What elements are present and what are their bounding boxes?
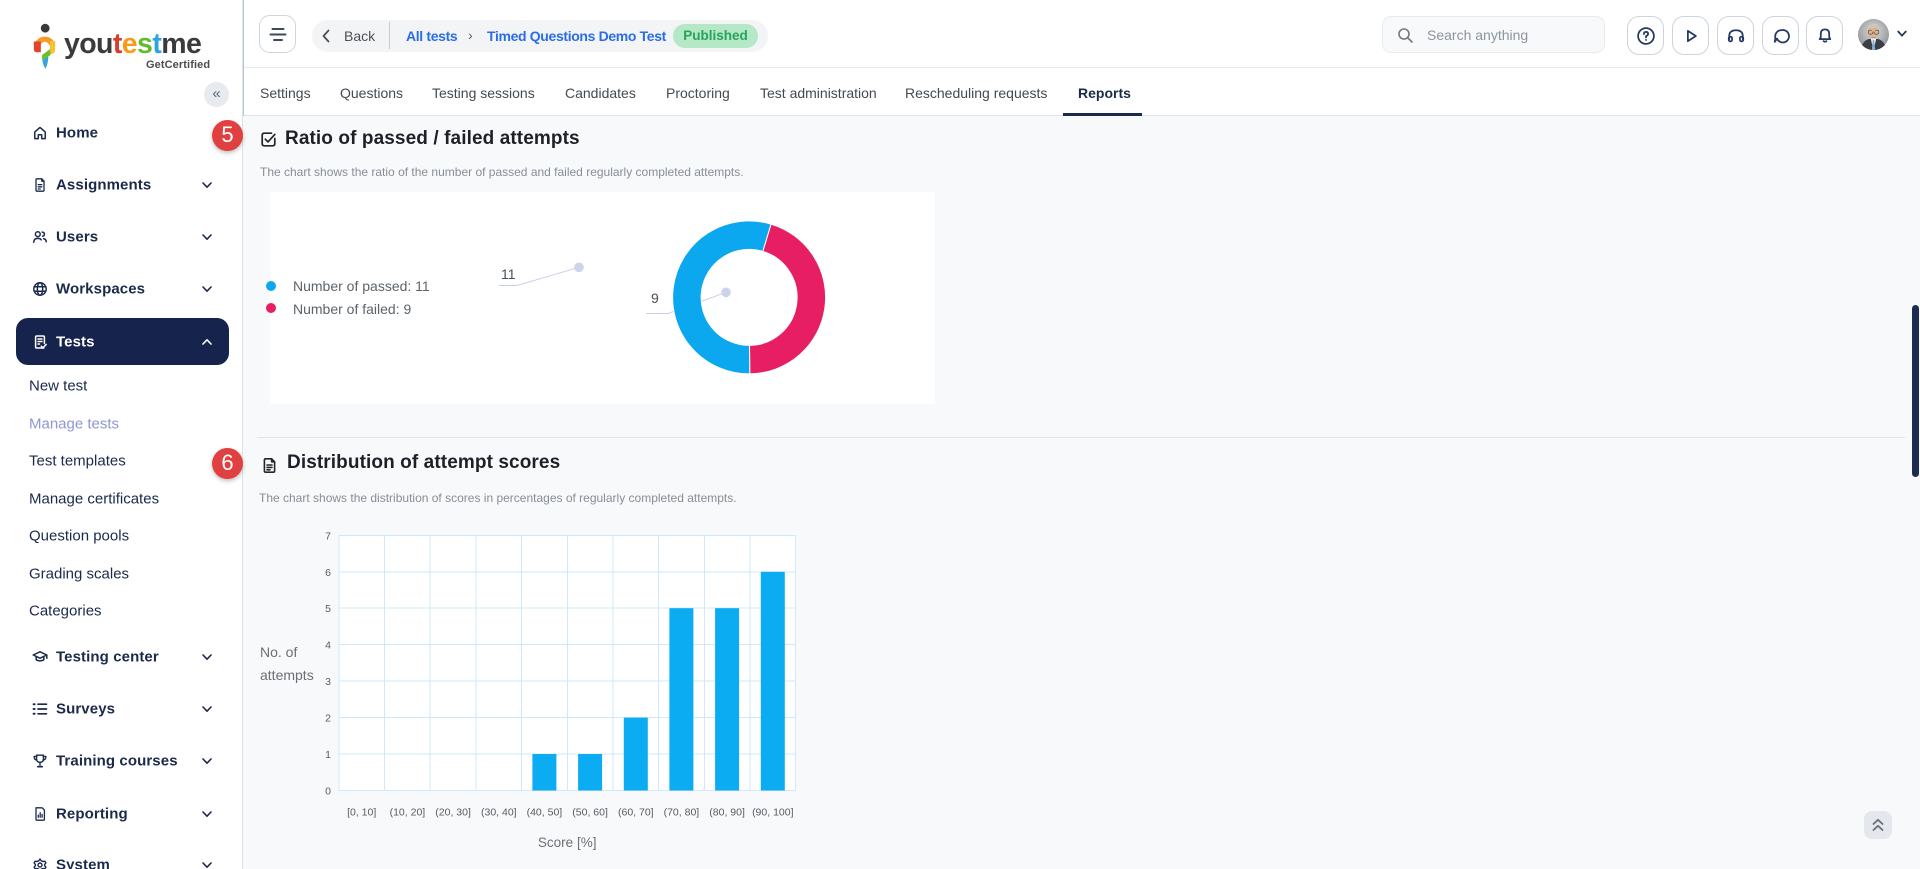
svg-text:4: 4 <box>325 640 331 652</box>
svg-text:5: 5 <box>325 603 331 615</box>
svg-text:(20, 30]: (20, 30] <box>435 807 471 819</box>
svg-text:2: 2 <box>325 713 331 725</box>
svg-text:(80, 90]: (80, 90] <box>709 807 745 819</box>
svg-text:[0, 10]: [0, 10] <box>347 807 376 819</box>
svg-text:1: 1 <box>325 749 331 761</box>
svg-text:(30, 40]: (30, 40] <box>481 807 517 819</box>
svg-text:Score [%]: Score [%] <box>538 835 597 850</box>
svg-text:3: 3 <box>325 676 331 688</box>
svg-text:(10, 20]: (10, 20] <box>390 807 426 819</box>
svg-text:6: 6 <box>325 567 331 579</box>
svg-text:(60, 70]: (60, 70] <box>618 807 654 819</box>
svg-text:(50, 60]: (50, 60] <box>572 807 608 819</box>
svg-text:(40, 50]: (40, 50] <box>527 807 563 819</box>
svg-text:0: 0 <box>325 786 331 798</box>
svg-text:7: 7 <box>325 530 331 542</box>
svg-text:(70, 80]: (70, 80] <box>664 807 700 819</box>
svg-text:(90, 100]: (90, 100] <box>752 807 794 819</box>
